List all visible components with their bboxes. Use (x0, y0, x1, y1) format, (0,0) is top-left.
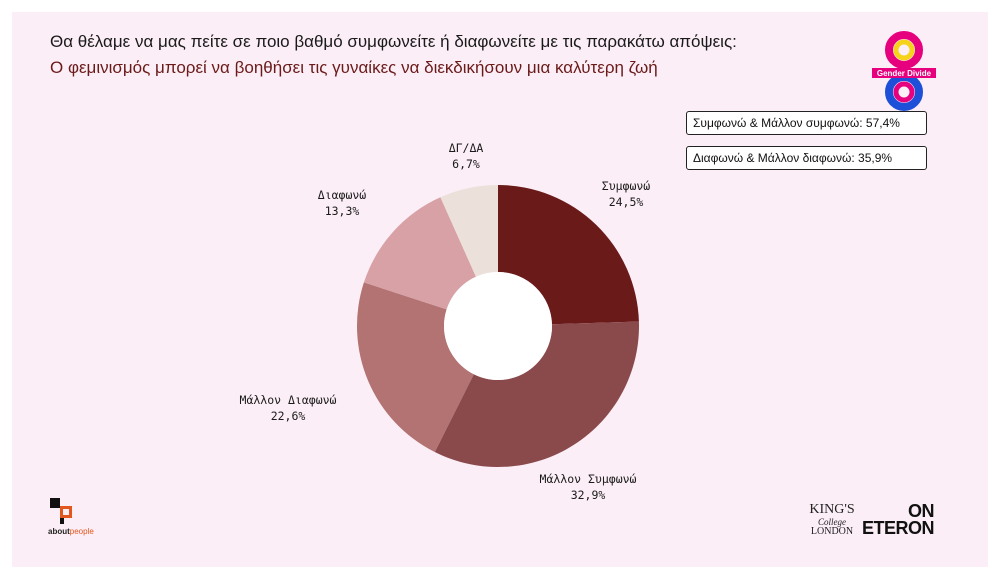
kings-college-logo: KING'S College LONDON (809, 502, 855, 537)
chart-title: Θα θέλαμε να μας πείτε σε ποιο βαθμό συμ… (50, 32, 737, 51)
segment-rather-agree-label: Μάλλον Συμφωνώ (540, 472, 637, 486)
segment-agree (498, 185, 639, 325)
aboutpeople-logo-icon (50, 498, 72, 524)
aboutpeople-logo-text: aboutpeople (48, 527, 94, 536)
segment-disagree-label: Διαφωνώ (318, 188, 367, 202)
segment-dk-na-value: 6,7% (452, 157, 480, 171)
gender-divide-logo: Gender Divide (872, 31, 936, 111)
segment-disagree (363, 197, 476, 310)
summary-agree-box: Συμφωνώ & Μάλλον συμφωνώ: 57,4% (686, 111, 927, 135)
segment-rather-agree (434, 321, 639, 468)
segment-agree-label: Συμφωνώ (602, 179, 651, 193)
summary-disagree-box: Διαφωνώ & Μάλλον διαφωνώ: 35,9% (686, 146, 927, 170)
segment-dk-na-label: ΔΓ/ΔΑ (449, 141, 484, 155)
segment-disagree-value: 13,3% (325, 204, 360, 218)
chart-subtitle: Ο φεμινισμός μπορεί να βοηθήσει τις γυνα… (50, 58, 658, 77)
segment-dk-na (440, 185, 498, 277)
segment-agree-value: 24,5% (609, 195, 644, 209)
segment-rather-disagree (356, 282, 474, 453)
segment-rather-disagree-label: Μάλλον Διαφωνώ (240, 393, 337, 407)
gender-divide-text: Gender Divide (877, 69, 932, 78)
oneteron-logo: ON ETERON (861, 501, 935, 538)
segment-rather-disagree-value: 22,6% (271, 409, 306, 423)
donut-hole (444, 272, 552, 380)
segment-rather-agree-value: 32,9% (571, 488, 606, 502)
